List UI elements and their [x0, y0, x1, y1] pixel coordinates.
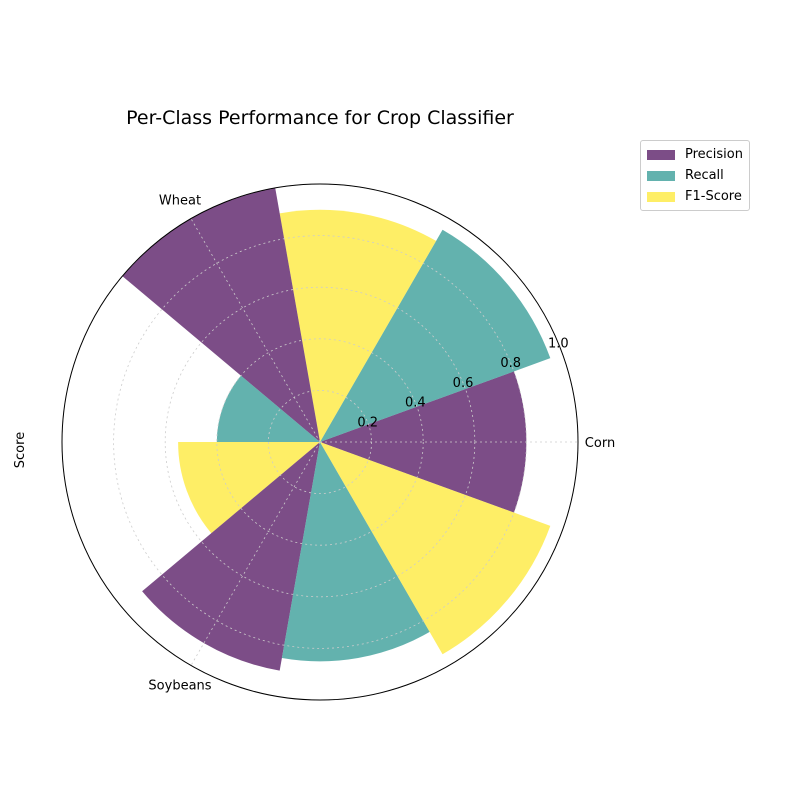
legend-swatch-precision — [647, 149, 675, 160]
bar-wheat-f1-score — [178, 442, 320, 534]
r-tick-label: 1.0 — [548, 336, 569, 351]
bar-soybeans-precision — [142, 442, 320, 671]
bars-layer — [122, 187, 551, 671]
radial-tick-labels: 0.2 0.4 0.6 0.8 1.0 — [357, 336, 568, 430]
category-label-soybeans: Soybeans — [148, 678, 211, 693]
category-label-corn: Corn — [585, 436, 615, 451]
grid-spoke — [190, 218, 321, 443]
legend-swatch-recall — [647, 170, 675, 181]
grid-spoke — [190, 441, 321, 666]
grid-circle — [216, 338, 424, 546]
bar-corn-f1-score — [279, 209, 437, 442]
legend-label-f1-score: F1-Score — [685, 189, 742, 204]
chart-title: Per-Class Performance for Crop Classifie… — [126, 107, 514, 129]
bar-wheat-recall — [216, 375, 320, 442]
bar-wheat-precision — [122, 187, 320, 442]
legend: Precision Recall F1-Score — [640, 140, 750, 211]
r-tick-label: 0.8 — [500, 356, 521, 371]
bar-corn-recall — [320, 229, 551, 442]
bar-soybeans-recall — [281, 442, 430, 662]
legend-label-precision: Precision — [684, 147, 743, 162]
r-tick-label: 0.4 — [405, 396, 426, 411]
legend-item-precision: Precision — [647, 144, 743, 165]
legend-swatch-f1-score — [647, 191, 675, 202]
y-axis-label: Score — [13, 432, 28, 468]
legend-item-f1-score: F1-Score — [647, 186, 743, 207]
r-tick-label: 0.6 — [453, 376, 474, 391]
grid-circle — [164, 286, 476, 598]
bar-soybeans-f1-score — [320, 442, 551, 655]
r-tick-label: 0.2 — [357, 415, 378, 430]
category-labels: Corn Wheat Soybeans — [148, 194, 615, 694]
legend-label-recall: Recall — [685, 168, 724, 183]
legend-item-recall: Recall — [647, 165, 743, 186]
polar-frame — [61, 183, 579, 701]
category-label-wheat: Wheat — [159, 194, 201, 209]
